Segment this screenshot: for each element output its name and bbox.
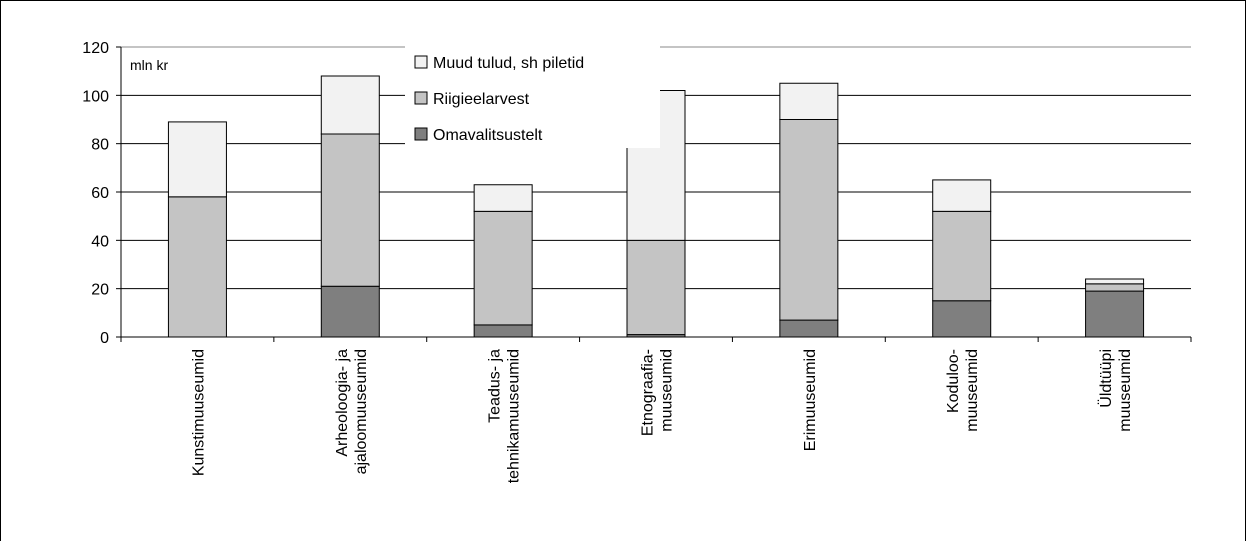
y-tick-label: 120 [82, 40, 109, 57]
x-tick-label-line: Kunstimuuseumid [190, 349, 207, 476]
x-tick-label-line: Erimuuseumid [802, 349, 819, 451]
bar-segment [1085, 283, 1145, 292]
x-tick-label: Arheoloogia- ja ajaloomuuseumid [334, 349, 370, 475]
bar-segment [1085, 278, 1145, 285]
y-tick-label: 40 [91, 233, 109, 250]
bar-segment [167, 196, 227, 338]
x-tick-label-line: muuseumid [1117, 349, 1134, 432]
x-tick-label: Koduloo-muuseumid [945, 349, 981, 432]
y-tick-label: 80 [91, 137, 109, 154]
bar-segment [1085, 290, 1145, 338]
legend-label: Riigieelarvest [433, 91, 530, 108]
bar-segment [779, 119, 839, 321]
bar-segment [932, 210, 992, 302]
bar-segment [626, 239, 686, 336]
x-tick-label-line: muuseumid [659, 349, 676, 432]
x-tick-label-line: Koduloo- [945, 349, 962, 413]
x-tick-label: Etnograafia-muuseumid [640, 349, 676, 436]
x-tick-label-line: Etnograafia- [640, 349, 657, 436]
bar-segment [167, 121, 227, 198]
legend-label: Muud tulud, sh piletid [433, 55, 584, 72]
y-tick-label: 100 [82, 88, 109, 105]
bar-segment [473, 184, 533, 212]
bar-segment [779, 319, 839, 338]
bar-segment [473, 210, 533, 326]
bar-segment [932, 300, 992, 338]
x-tick-label-line: Üldtüüpi [1097, 349, 1115, 408]
x-tick-label-line: ajaloomuuseumid [353, 349, 370, 474]
y-tick-label: 60 [91, 185, 109, 202]
bar-segment [320, 133, 380, 287]
x-tick-label-line: Arheoloogia- ja [334, 349, 351, 457]
x-tick-label-line: tehnikamuuseumid [506, 349, 523, 483]
bar-segment [473, 324, 533, 338]
y-axis-label: mln kr [130, 57, 168, 73]
x-tick-label: Üldtüüpi muuseumid [1097, 349, 1134, 432]
legend-box [405, 44, 660, 148]
bar-segment [320, 285, 380, 338]
bar-segment [320, 75, 380, 135]
x-tick-label: Teadus- ja tehnikamuuseumid [487, 349, 523, 483]
legend-swatch [414, 55, 428, 69]
legend-swatch [414, 127, 428, 141]
x-tick-label: Kunstimuuseumid [190, 349, 207, 476]
x-tick-label: Erimuuseumid [802, 349, 819, 451]
y-tick-label: 0 [100, 330, 109, 347]
bar-segment [932, 179, 992, 212]
bar-segment [779, 82, 839, 120]
x-tick-label-line: Teadus- ja [487, 349, 504, 423]
legend-swatch [414, 91, 428, 105]
legend-label: Omavalitsustelt [433, 127, 543, 144]
y-tick-label: 20 [91, 282, 109, 299]
x-tick-label-line: muuseumid [964, 349, 981, 432]
